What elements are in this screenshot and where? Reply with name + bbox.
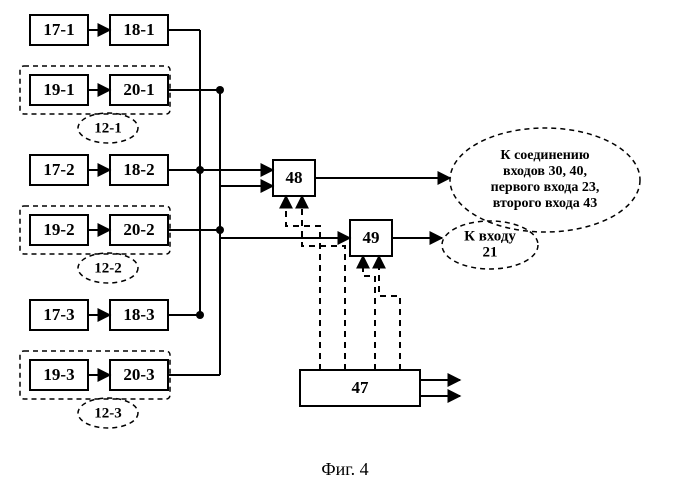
output-ellipse-big-line-2: первого входа 23, — [491, 180, 600, 195]
node-label-n20_2: 20-2 — [123, 220, 154, 239]
node-label-n17_2: 17-2 — [43, 160, 74, 179]
node-label-n48: 48 — [286, 168, 303, 187]
output-ellipse-big-line-0: К соединению — [500, 148, 589, 163]
node-label-n18_2: 18-2 — [123, 160, 154, 179]
output-ellipse-big-line-3: второго входа 43 — [493, 196, 597, 211]
node-label-n19_3: 19-3 — [43, 365, 74, 384]
junction-dot-3 — [196, 311, 204, 319]
figure-caption: Фиг. 4 — [321, 459, 368, 479]
node-label-n49: 49 — [363, 228, 380, 247]
output-ellipse-small-line-1: 21 — [483, 244, 498, 260]
junction-dot-1 — [216, 226, 224, 234]
node-label-n20_3: 20-3 — [123, 365, 154, 384]
node-label-n20_1: 20-1 — [123, 80, 154, 99]
node-label-n19_2: 19-2 — [43, 220, 74, 239]
ellipse-label-text-2: 12-2 — [94, 260, 122, 276]
ellipse-label-text-3: 12-3 — [94, 405, 122, 421]
node-label-n18_3: 18-3 — [123, 305, 154, 324]
node-label-n17_1: 17-1 — [43, 20, 74, 39]
edge — [379, 256, 400, 370]
node-label-n47: 47 — [352, 378, 370, 397]
edge — [302, 196, 345, 370]
node-label-n18_1: 18-1 — [123, 20, 154, 39]
ellipse-label-text-1: 12-1 — [94, 120, 122, 136]
edge — [363, 256, 375, 370]
junction-dot-0 — [196, 166, 204, 174]
node-label-n19_1: 19-1 — [43, 80, 74, 99]
output-ellipse-big-line-1: входов 30, 40, — [503, 164, 587, 179]
output-ellipse-small-line-0: К входу — [464, 228, 516, 244]
junction-dot-2 — [216, 86, 224, 94]
node-label-n17_3: 17-3 — [43, 305, 74, 324]
